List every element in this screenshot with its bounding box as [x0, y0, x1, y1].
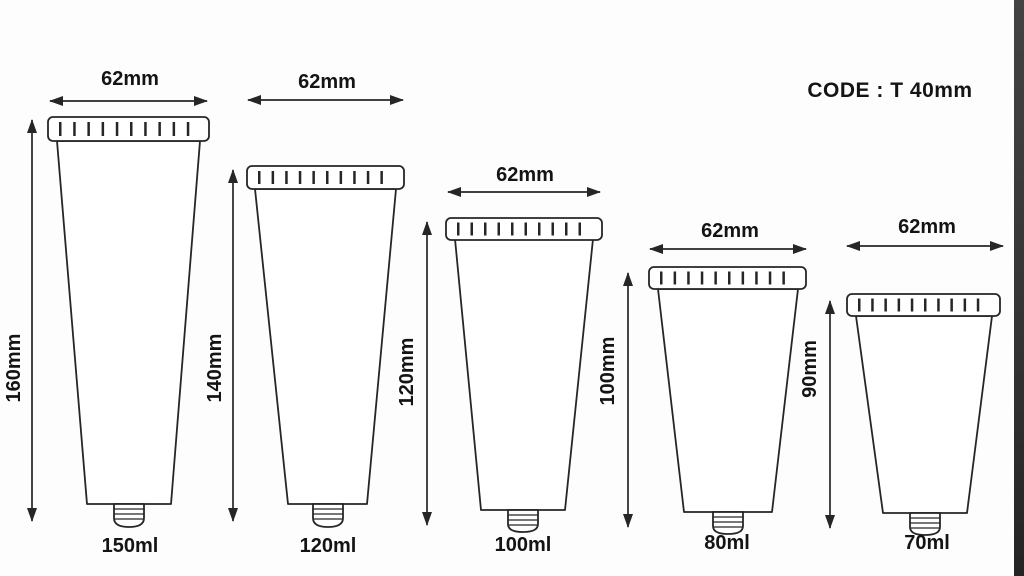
- tube-group-150ml: 62mm 160mm 150ml: [3, 68, 210, 557]
- tube-nozzle: [312, 503, 344, 528]
- volume-label: 80ml: [704, 532, 750, 554]
- tube-group-80ml: 62mm 100mm 80ml: [597, 220, 807, 554]
- height-dimension-label: 100mm: [597, 337, 619, 406]
- width-dimension-label: 62mm: [701, 220, 759, 242]
- code-label: CODE : T 40mm: [807, 79, 972, 102]
- width-dimension-label: 62mm: [898, 216, 956, 238]
- nozzle-threads: [114, 508, 144, 520]
- nozzle-threads: [508, 514, 538, 526]
- nozzle-threads: [713, 516, 743, 528]
- tube-nozzle: [712, 511, 744, 535]
- height-dimension-label: 120mm: [396, 338, 418, 407]
- width-dimension-label: 62mm: [496, 164, 554, 186]
- nozzle-threads: [313, 508, 343, 520]
- volume-label: 100ml: [495, 534, 552, 556]
- nozzle-threads: [910, 517, 940, 529]
- tube-group-120ml: 62mm 140mm 120ml: [204, 71, 405, 557]
- tube-nozzle: [113, 503, 145, 528]
- height-dimension-label: 90mm: [799, 340, 821, 398]
- volume-label: 120ml: [300, 535, 357, 557]
- volume-label: 150ml: [102, 535, 159, 557]
- height-dimension-label: 140mm: [204, 334, 226, 403]
- tube-group-70ml: 62mm 90mm 70ml: [799, 216, 1004, 554]
- width-dimension-label: 62mm: [101, 68, 159, 90]
- window-edge-bar: [1014, 0, 1024, 576]
- tube-cap: [47, 116, 210, 142]
- tube-nozzle: [507, 509, 539, 533]
- height-dimension-label: 160mm: [3, 334, 25, 403]
- volume-label: 70ml: [904, 532, 950, 554]
- tube-group-100ml: 62mm 120mm 100ml: [396, 164, 603, 556]
- width-dimension-label: 62mm: [298, 71, 356, 93]
